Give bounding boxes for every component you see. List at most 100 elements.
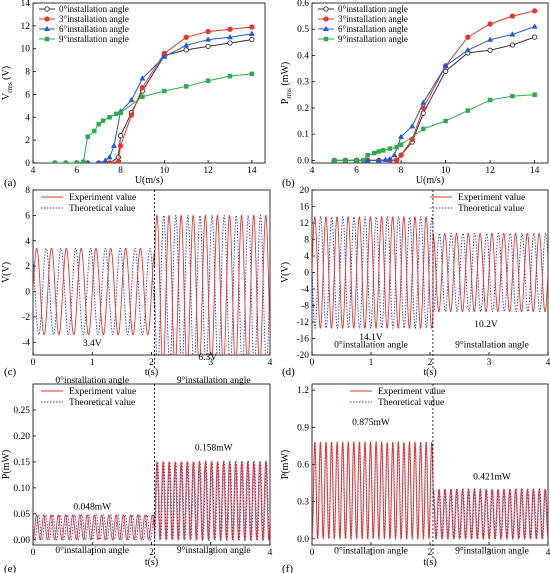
y-tick-label: 0.15 <box>13 458 30 468</box>
x-axis-label: t(s) <box>423 367 436 378</box>
y-tick-label: 0.4 <box>297 51 309 61</box>
y-tick-label: 2 <box>25 262 30 272</box>
series-3 <box>332 92 537 163</box>
x-tick-label: 10 <box>160 166 170 176</box>
data-point <box>487 97 493 103</box>
legend-marker <box>323 6 329 12</box>
annotation-label: 9°installation angle <box>177 545 251 556</box>
data-point <box>117 143 124 149</box>
series-line <box>334 36 535 161</box>
legend-label: 0°installation angle <box>338 4 408 14</box>
series-line-experiment <box>312 216 548 330</box>
y-tick-label: 0.00 <box>13 536 30 546</box>
data-point <box>110 142 118 148</box>
panel-label: (c) <box>4 366 17 378</box>
y-tick-label: 0.2 <box>297 104 309 114</box>
data-point <box>96 159 101 163</box>
x-tick-label: 6 <box>74 166 79 176</box>
data-point <box>139 84 146 91</box>
legend-label: 6°installation angle <box>59 24 129 34</box>
legend-label: Theoretical value <box>69 204 135 214</box>
legend-label: Experiment value <box>458 193 525 203</box>
series-line-theoretical <box>33 214 270 355</box>
y-tick-label: 0.5 <box>297 25 309 35</box>
data-point <box>442 62 449 69</box>
y-tick-label: 4 <box>25 113 30 123</box>
series-line <box>334 94 535 161</box>
plot-area <box>33 460 270 542</box>
legend-marker <box>43 25 51 32</box>
x-tick-label: 12 <box>485 166 495 176</box>
y-tick-label: 8 <box>304 236 309 246</box>
series-line-experiment <box>33 460 270 542</box>
data-point <box>360 157 366 163</box>
x-tick-label: 1 <box>369 548 374 558</box>
data-point <box>442 68 449 74</box>
x-tick-label: 0 <box>310 548 315 558</box>
data-point <box>398 152 404 158</box>
annotation-label: 0°installation angle <box>55 545 129 556</box>
legend-label: Experiment value <box>378 387 445 397</box>
data-point <box>332 158 337 163</box>
data-point <box>398 142 404 147</box>
panel-label: (a) <box>4 177 17 189</box>
x-axis-label: t(s) <box>145 367 158 378</box>
y-tick-label: 12 <box>21 22 31 32</box>
x-tick-label: 4 <box>546 358 550 368</box>
data-point <box>205 28 211 35</box>
annotation-label: 9°installation angle <box>455 340 529 351</box>
x-tick-label: 4 <box>268 358 273 368</box>
plot-area <box>33 214 270 355</box>
y-tick-label: 0.3 <box>297 78 309 88</box>
data-point <box>249 24 255 30</box>
data-point <box>205 36 212 42</box>
y-tick-label: -2 <box>22 313 30 323</box>
x-axis-label: U(m/s) <box>135 175 163 186</box>
legend-label: 3°installation angle <box>59 14 129 24</box>
data-point <box>391 151 398 158</box>
legend-label: 9°installation angle <box>59 34 129 44</box>
data-point <box>531 34 538 40</box>
y-tick-label: 0.0 <box>297 156 309 166</box>
x-tick-label: 4 <box>31 166 36 176</box>
series-line <box>54 73 252 163</box>
data-point <box>382 156 389 162</box>
data-point <box>465 34 471 40</box>
y-tick-label: 0.6 <box>297 0 309 9</box>
x-axis-label: U(m/s) <box>416 175 444 186</box>
annotation-label: 0.421mW <box>473 472 511 482</box>
y-tick-label: 0.6 <box>297 461 309 471</box>
y-tick-label: -20 <box>296 351 309 361</box>
data-point <box>487 47 493 53</box>
data-point <box>509 13 516 19</box>
data-point <box>227 73 233 79</box>
data-point <box>420 99 427 105</box>
data-point <box>63 160 69 163</box>
data-point <box>364 157 371 163</box>
data-point <box>509 31 516 37</box>
series-line <box>54 33 252 163</box>
annotation-label: 0.875mW <box>352 418 390 428</box>
data-point <box>343 158 348 163</box>
legend-marker <box>322 25 330 32</box>
legend-marker <box>44 16 50 22</box>
data-point <box>140 94 145 99</box>
legend-label: 9°installation angle <box>338 34 408 44</box>
data-point <box>393 157 400 163</box>
data-point <box>465 108 471 113</box>
legend-label: Experiment value <box>69 193 136 203</box>
y-tick-label: 0.3 <box>297 498 309 508</box>
data-point <box>443 118 448 124</box>
y-tick-label: 0.05 <box>13 510 30 520</box>
legend-label: 0°installation angle <box>59 4 129 14</box>
data-point <box>409 122 416 129</box>
legend-marker <box>44 6 50 12</box>
y-tick-label: 1.2 <box>297 386 309 396</box>
legend-label: Theoretical value <box>458 204 524 214</box>
y-tick-label: 0 <box>25 159 30 169</box>
x-tick-label: 2 <box>428 358 433 368</box>
data-point <box>487 21 493 27</box>
y-tick-label: 16 <box>300 203 310 213</box>
plot-frame <box>311 2 549 164</box>
